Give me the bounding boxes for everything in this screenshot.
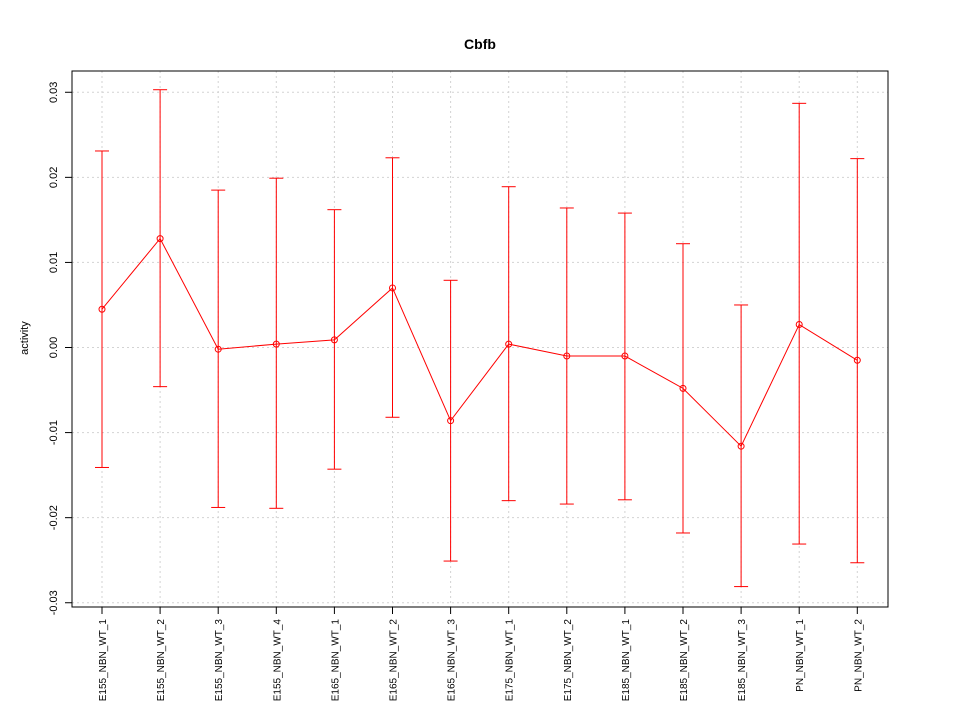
data-point	[505, 340, 513, 348]
data-point	[563, 352, 571, 360]
y-tick-label: 0.02	[48, 167, 60, 188]
data-point	[679, 384, 687, 392]
x-tick-label: E185_NBN_WT_2	[679, 619, 690, 702]
y-tick-label: -0.02	[48, 505, 60, 530]
data-point	[156, 235, 164, 243]
x-tick-label: E175_NBN_WT_1	[505, 619, 516, 702]
x-tick-label: E165_NBN_WT_1	[330, 619, 341, 702]
data-point	[853, 356, 861, 364]
x-tick-label: E155_NBN_WT_4	[272, 619, 283, 702]
x-tick-label: PN_NBN_WT_1	[795, 619, 806, 692]
x-tick-label: PN_NBN_WT_2	[853, 619, 864, 692]
y-tick-label: -0.03	[48, 590, 60, 615]
y-tick-label: 0.03	[48, 82, 60, 103]
data-point	[272, 340, 280, 348]
data-point	[795, 321, 803, 329]
y-tick-label: 0.01	[48, 252, 60, 273]
data-point	[214, 345, 222, 353]
error-bars-layer	[95, 89, 865, 588]
y-tick-label: 0.00	[48, 337, 60, 358]
grid-layer	[72, 71, 888, 607]
x-tick-label: E155_NBN_WT_3	[214, 619, 225, 702]
data-point	[447, 417, 455, 425]
x-tick-label: E185_NBN_WT_3	[737, 619, 748, 702]
x-tick-label: E155_NBN_WT_1	[98, 619, 109, 702]
error-bar	[792, 102, 807, 545]
data-point	[737, 442, 745, 450]
series-line-layer	[101, 237, 858, 448]
y-tick-label: -0.01	[48, 420, 60, 445]
chart-title: Cbfb	[464, 36, 496, 52]
x-axis: E155_NBN_WT_1 E155_NBN_WT_2 E155_NBN_WT_3 E…	[98, 607, 864, 701]
data-point	[98, 305, 106, 313]
plot-frame	[71, 70, 889, 608]
x-tick-label: E155_NBN_WT_2	[156, 619, 167, 702]
points-layer	[98, 235, 861, 450]
series-line	[101, 237, 858, 448]
error-bar	[850, 158, 865, 564]
data-point	[389, 284, 396, 292]
data-point	[621, 352, 629, 360]
y-axis: -0.03 -0.02 -0.01 0.00 0.01 0.02 0.03	[48, 82, 72, 615]
x-tick-label: E165_NBN_WT_3	[447, 619, 458, 702]
error-bar	[269, 177, 284, 509]
data-point	[330, 336, 338, 344]
x-tick-label: E165_NBN_WT_2	[389, 619, 400, 702]
y-axis-label: activity	[19, 321, 31, 355]
x-tick-label: E185_NBN_WT_1	[621, 619, 632, 702]
x-tick-label: E175_NBN_WT_2	[563, 619, 574, 702]
